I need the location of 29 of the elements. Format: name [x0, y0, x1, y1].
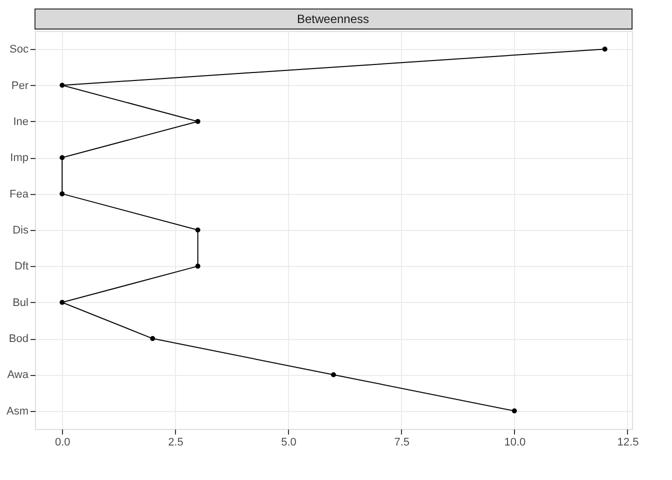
y-tick-label: Per	[11, 80, 29, 92]
point	[60, 155, 65, 160]
y-tick-label: Asm	[6, 405, 28, 418]
y-tick-label: Ine	[13, 116, 28, 128]
y-tick-label: Dis	[12, 224, 29, 236]
chart-title: Betweenness	[296, 12, 370, 26]
point	[60, 300, 65, 305]
y-tick-label: Dft	[14, 260, 28, 273]
x-tick-label: 10.0	[504, 436, 526, 448]
point	[150, 336, 156, 342]
point	[60, 82, 65, 88]
point	[195, 264, 200, 269]
point	[195, 228, 200, 232]
x-tick-label: 7.5	[394, 436, 410, 448]
x-tick-label: 0.0	[54, 436, 70, 448]
y-tick-label: Soc	[10, 44, 29, 56]
x-tick-label: 2.5	[168, 436, 184, 448]
point	[331, 372, 336, 378]
point	[512, 408, 517, 414]
x-tick-label: 5.0	[281, 436, 296, 448]
y-tick-label: Imp	[10, 152, 28, 164]
y-tick-label: Awa	[7, 369, 30, 382]
y-tick-label: Bul	[12, 296, 28, 309]
y-tick-label: Bod	[8, 333, 28, 346]
x-tick-label: 12.5	[617, 436, 639, 448]
point	[602, 46, 608, 52]
point	[60, 191, 65, 196]
point	[195, 118, 200, 124]
y-tick-label: Fea	[10, 188, 30, 200]
